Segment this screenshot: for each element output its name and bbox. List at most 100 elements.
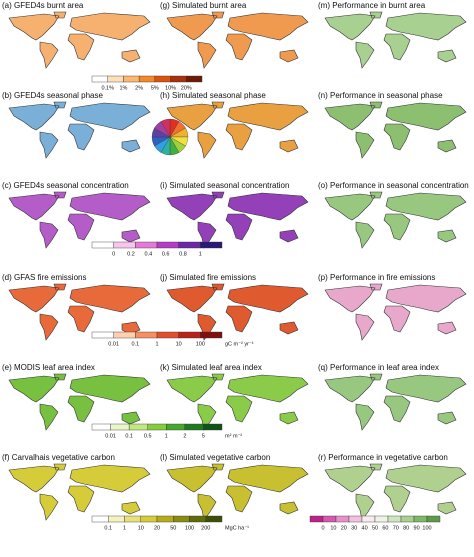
colorbar-label: 10: [138, 525, 144, 531]
colorbar-label: 1: [123, 525, 126, 531]
colorbar-label: 20: [154, 525, 160, 531]
colorbar-segment: [156, 331, 179, 339]
colorbar-segment: [186, 75, 203, 83]
colorbar-label: 5: [202, 433, 205, 439]
colorbar-segment: [124, 515, 141, 523]
world-map: [324, 191, 467, 249]
panel-title: (k) Simulated leaf area index: [160, 363, 262, 372]
panel-title: (d) GFAS fire emissions: [2, 273, 86, 282]
colorbar-segment: [400, 515, 415, 523]
colorbar-label: 2%: [135, 85, 143, 91]
colorbar-label: 20%: [181, 85, 192, 91]
colorbar-segment: [200, 331, 223, 339]
colorbar-segment: [154, 75, 171, 83]
colorbar-label: 2: [183, 433, 186, 439]
world-map: [324, 11, 467, 69]
panel-title: (r) Performance in vegetative carbon: [318, 453, 448, 462]
colorbar-label: 0.1: [104, 525, 112, 531]
colorbar-label: 10: [176, 341, 182, 347]
colorbar-segment: [135, 241, 158, 249]
panel-title: (j) Simulated fire emissions: [160, 273, 256, 282]
panel-title: (l) Simulated vegetative carbon: [160, 453, 270, 462]
colorbar-label: 1: [155, 341, 158, 347]
panel-title: (c) GFED4s seasonal concentration: [2, 181, 129, 190]
colorbar-segment: [107, 75, 124, 83]
colorbar-unit: m² m⁻²: [225, 433, 242, 439]
panel-title: (q) Performance in leaf area index: [318, 363, 439, 372]
colorbar-label: 1: [199, 251, 202, 257]
colorbar-segment: [173, 515, 190, 523]
colorbar-label: 0.1: [125, 433, 133, 439]
colorbar-segment: [200, 241, 223, 249]
colorbar-label: 50: [372, 525, 378, 531]
colorbar-unit: gC m⁻² yr⁻¹: [225, 341, 254, 347]
colorbar-segment: [166, 423, 186, 431]
colorbar-label: 0.5: [144, 433, 152, 439]
colorbar-label: 0.1: [132, 341, 140, 347]
world-map: [8, 463, 151, 521]
colorbar-label: 0.01: [108, 341, 119, 347]
colorbar-label: 0.1%: [101, 85, 114, 91]
panel-title: (m) Performance in burnt area: [318, 1, 426, 10]
colorbar-segment: [309, 515, 324, 523]
colorbar-label: 0: [112, 251, 115, 257]
colorbar-label: 10%: [165, 85, 176, 91]
colorbar-label: 70: [393, 525, 399, 531]
world-map: [8, 101, 151, 159]
panel-title: (g) Simulated burnt area: [160, 1, 247, 10]
world-map: [324, 101, 467, 159]
colorbar-label: 5%: [151, 85, 159, 91]
world-map: [324, 283, 467, 341]
panel-title: (a) GFED4s burnt area: [2, 1, 84, 10]
world-map: [8, 191, 151, 249]
colorbar-segment: [113, 331, 136, 339]
colorbar-label: 30: [351, 525, 357, 531]
panel-title: (b) GFED4s seasonal phase: [2, 91, 103, 100]
colorbar-segment: [91, 75, 108, 83]
colorbar-segment: [184, 423, 204, 431]
colorbar-label: 50: [170, 525, 176, 531]
colorbar-segment: [91, 423, 111, 431]
colorbar-segment: [110, 423, 130, 431]
world-map: [8, 283, 151, 341]
colorbar-label: 80: [403, 525, 409, 531]
world-map: [166, 11, 309, 69]
world-map: [324, 463, 467, 521]
colorbar-segment: [128, 423, 148, 431]
colorbar-label: 1%: [119, 85, 127, 91]
colorbar-segment: [123, 75, 140, 83]
colorbar-label: 10: [330, 525, 336, 531]
colorbar-label: 100: [185, 525, 194, 531]
colorbar-label: 100: [196, 341, 205, 347]
colorbar-segment: [140, 515, 158, 523]
world-map: [324, 373, 467, 431]
colorbar-segment: [108, 515, 125, 523]
colorbar-label: 0.2: [127, 251, 135, 257]
colorbar-label: 100: [422, 525, 431, 531]
colorbar-segment: [147, 423, 167, 431]
world-map: [8, 373, 151, 431]
world-map: [166, 191, 309, 249]
colorbar-segment: [348, 515, 363, 523]
colorbar-segment: [91, 241, 114, 249]
world-map: [166, 373, 309, 431]
phase-wheel-wedge: [160, 118, 171, 138]
world-map: [166, 283, 309, 341]
colorbar-label: 90: [414, 525, 420, 531]
colorbar-segment: [361, 515, 376, 523]
panel-title: (p) Performance in fire emissions: [318, 273, 435, 282]
colorbar-label: 200: [201, 525, 210, 531]
colorbar-segment: [322, 515, 337, 523]
colorbar-label: 0.8: [179, 251, 187, 257]
colorbar-segment: [156, 241, 179, 249]
panel-title: (h) Simulated seasonal phase: [160, 91, 266, 100]
colorbar-label: 60: [382, 525, 388, 531]
colorbar-segment: [189, 515, 206, 523]
colorbar-label: 40: [362, 525, 368, 531]
panel-title: (f) Carvalhais vegetative carbon: [2, 453, 115, 462]
colorbar-segment: [413, 515, 428, 523]
panel-title: (i) Simulated seasonal concentration: [160, 181, 289, 190]
colorbar-segment: [205, 515, 223, 523]
colorbar-segment: [156, 515, 174, 523]
colorbar-label: 0.4: [145, 251, 153, 257]
